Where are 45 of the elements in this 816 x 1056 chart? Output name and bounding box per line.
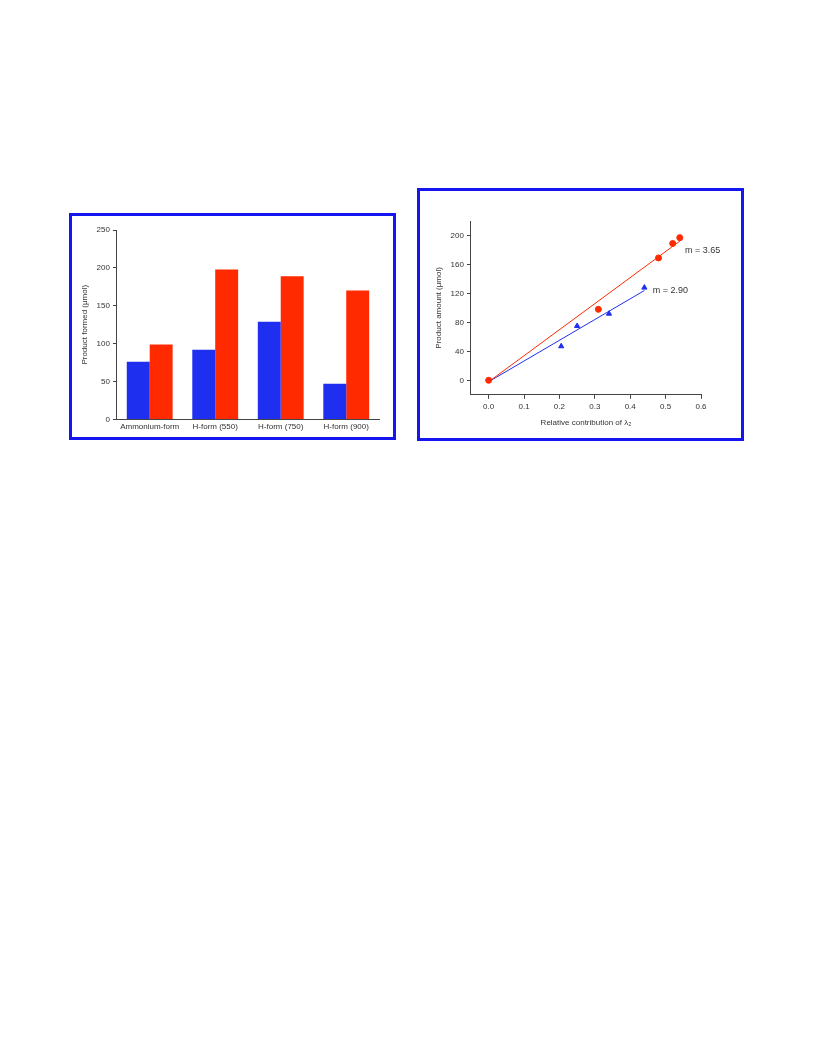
x-tick-label: H-form (900): [323, 422, 370, 432]
bar: [280, 276, 304, 419]
x-tick-label: 0.1: [518, 401, 531, 411]
y-tick-label: 40: [455, 346, 465, 356]
x-tick-label: H-form (750): [258, 422, 304, 432]
x-tick-label: 0.2: [553, 401, 566, 411]
x-tick-label: 0.6: [695, 401, 708, 411]
y-tick-label: 200: [450, 230, 465, 240]
point: [594, 305, 602, 313]
y-tick-label: 160: [450, 259, 465, 269]
point: [605, 310, 613, 316]
x-tick-label: 0.4: [624, 401, 637, 411]
point: [676, 234, 684, 242]
y-axis-title: Product formed (μmol): [80, 284, 89, 365]
x-tick-label: 0.3: [589, 401, 601, 411]
x-tick-label: 0.5: [660, 401, 672, 411]
annotation: m = 3.65: [684, 245, 721, 256]
bar: [323, 383, 347, 419]
bar: [215, 269, 239, 419]
point: [669, 239, 677, 247]
y-tick-label: 50: [101, 376, 111, 386]
x-tick-label: Ammonium-form: [120, 422, 180, 432]
point: [485, 376, 493, 384]
point: [574, 322, 581, 328]
y-tick-label: 150: [96, 300, 111, 310]
bar: [126, 361, 150, 419]
point: [641, 284, 648, 290]
point: [558, 342, 565, 349]
point: [655, 254, 663, 262]
annotation: m = 2.90: [652, 285, 688, 295]
bar: [346, 290, 370, 419]
y-tick-label: 100: [96, 338, 111, 348]
y-axis-title: Product amount (μmol): [434, 266, 443, 349]
x-tick-label: 0.0: [483, 401, 495, 411]
x-tick-label: H-form (550): [192, 422, 239, 432]
y-tick-label: 120: [450, 288, 465, 298]
x-axis-title: Relative contribution of λ₂: [540, 418, 632, 428]
bar: [149, 344, 173, 419]
y-tick-label: 0: [459, 375, 465, 385]
y-tick-label: 0: [105, 414, 111, 424]
bar: [192, 349, 216, 419]
y-tick-label: 250: [96, 225, 111, 235]
bar: [257, 321, 281, 419]
y-tick-label: 80: [455, 317, 465, 327]
y-tick-label: 200: [96, 263, 111, 273]
